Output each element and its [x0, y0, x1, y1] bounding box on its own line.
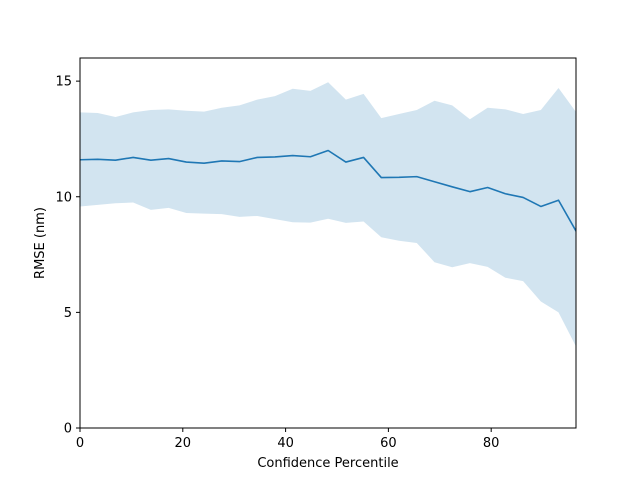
x-tick-label: 80 — [483, 436, 500, 451]
plot-area — [80, 82, 576, 347]
x-tick-label: 20 — [175, 436, 192, 451]
y-tick-label: 0 — [64, 422, 72, 437]
axis-ticks: 0 20 40 60 80 0 5 10 15 — [55, 75, 499, 451]
y-axis-label: RMSE (nm) — [33, 207, 48, 279]
y-tick-label: 10 — [55, 190, 72, 205]
x-tick-label: 0 — [76, 436, 84, 451]
y-tick-label: 5 — [64, 306, 72, 321]
confidence-band — [80, 82, 576, 347]
x-tick-label: 40 — [277, 436, 294, 451]
x-tick-label: 60 — [380, 436, 397, 451]
axes-frame — [79, 57, 577, 429]
y-tick-label: 15 — [55, 75, 72, 90]
x-axis-label: Confidence Percentile — [257, 456, 398, 471]
series-line-0 — [80, 149, 576, 232]
